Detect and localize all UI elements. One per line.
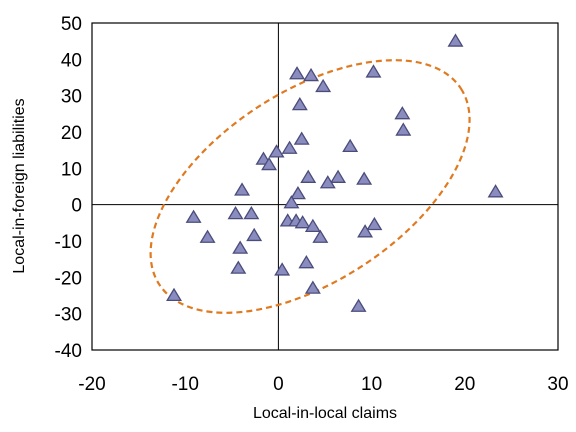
data-point-triangle [261, 156, 278, 171]
y-axis-title: Local-in-foreign liabilities [11, 98, 28, 273]
y-tick-label: -10 [55, 232, 82, 253]
x-tick-label: 20 [454, 374, 475, 395]
y-tick-label: 20 [61, 123, 82, 144]
x-tick-label: -10 [171, 374, 198, 395]
data-point-triangle [232, 240, 249, 254]
data-point-triangle [246, 227, 263, 242]
data-point-triangle [234, 182, 251, 196]
data-point-triangle [268, 144, 285, 158]
y-tick-label: 10 [61, 159, 82, 180]
x-tick-label: -20 [78, 374, 105, 395]
data-point-triangle [294, 215, 311, 229]
data-point-triangle [293, 131, 310, 145]
data-point-triangle [319, 175, 336, 189]
data-point-triangle [304, 218, 321, 232]
y-tick-label: 50 [61, 14, 82, 35]
data-point-triangle [166, 287, 182, 302]
data-point-triangle [356, 171, 373, 185]
y-tick-label: -30 [55, 305, 82, 326]
annotation-ellipse [149, 59, 471, 314]
x-tick-labels: -20 -10 0 10 20 30 [78, 374, 568, 395]
x-axis-title: Local-in-local claims [253, 405, 397, 422]
x-tick-label: 0 [273, 374, 284, 395]
data-point-triangle [312, 229, 329, 243]
data-point-triangle [365, 64, 382, 78]
data-points [166, 33, 504, 312]
zero-lines [92, 23, 558, 350]
data-point-triangle [281, 140, 298, 154]
data-point-triangle [283, 195, 300, 209]
data-point-triangle [298, 255, 315, 269]
data-point-triangle [330, 169, 347, 183]
data-point-triangle [303, 67, 319, 82]
data-point-triangle [395, 122, 412, 136]
data-point-triangle [230, 260, 247, 274]
data-point-triangle [487, 184, 504, 198]
data-point-triangle [289, 66, 306, 80]
data-point-triangle [274, 262, 291, 276]
data-point-triangle [304, 280, 321, 294]
data-point-triangle [199, 229, 216, 243]
y-tick-labels: -40 -30 -20 -10 0 10 20 30 40 50 [55, 14, 82, 362]
y-tick-label: -40 [55, 341, 82, 362]
data-point-triangle [227, 205, 244, 220]
x-tick-label: 30 [547, 374, 568, 395]
plot-area-frame [91, 22, 559, 351]
y-tick-label: 0 [71, 196, 82, 217]
data-point-triangle [315, 78, 332, 93]
data-point-triangle [366, 216, 383, 231]
data-point-triangle [447, 33, 464, 47]
y-tick-label: 40 [61, 50, 82, 71]
data-point-triangle [300, 169, 317, 183]
data-point-triangle [289, 186, 306, 200]
data-point-triangle [291, 96, 308, 111]
data-point-triangle [357, 224, 374, 238]
data-point-triangle [243, 205, 260, 220]
data-point-triangle [350, 298, 367, 312]
data-point-triangle [394, 106, 411, 120]
x-tick-label: 10 [361, 374, 382, 395]
annotation-ellipse-layer [149, 59, 471, 314]
y-tick-label: -20 [55, 268, 82, 289]
data-point-triangle [342, 138, 359, 153]
data-point-triangle [185, 209, 202, 223]
y-tick-label: 30 [61, 87, 82, 108]
